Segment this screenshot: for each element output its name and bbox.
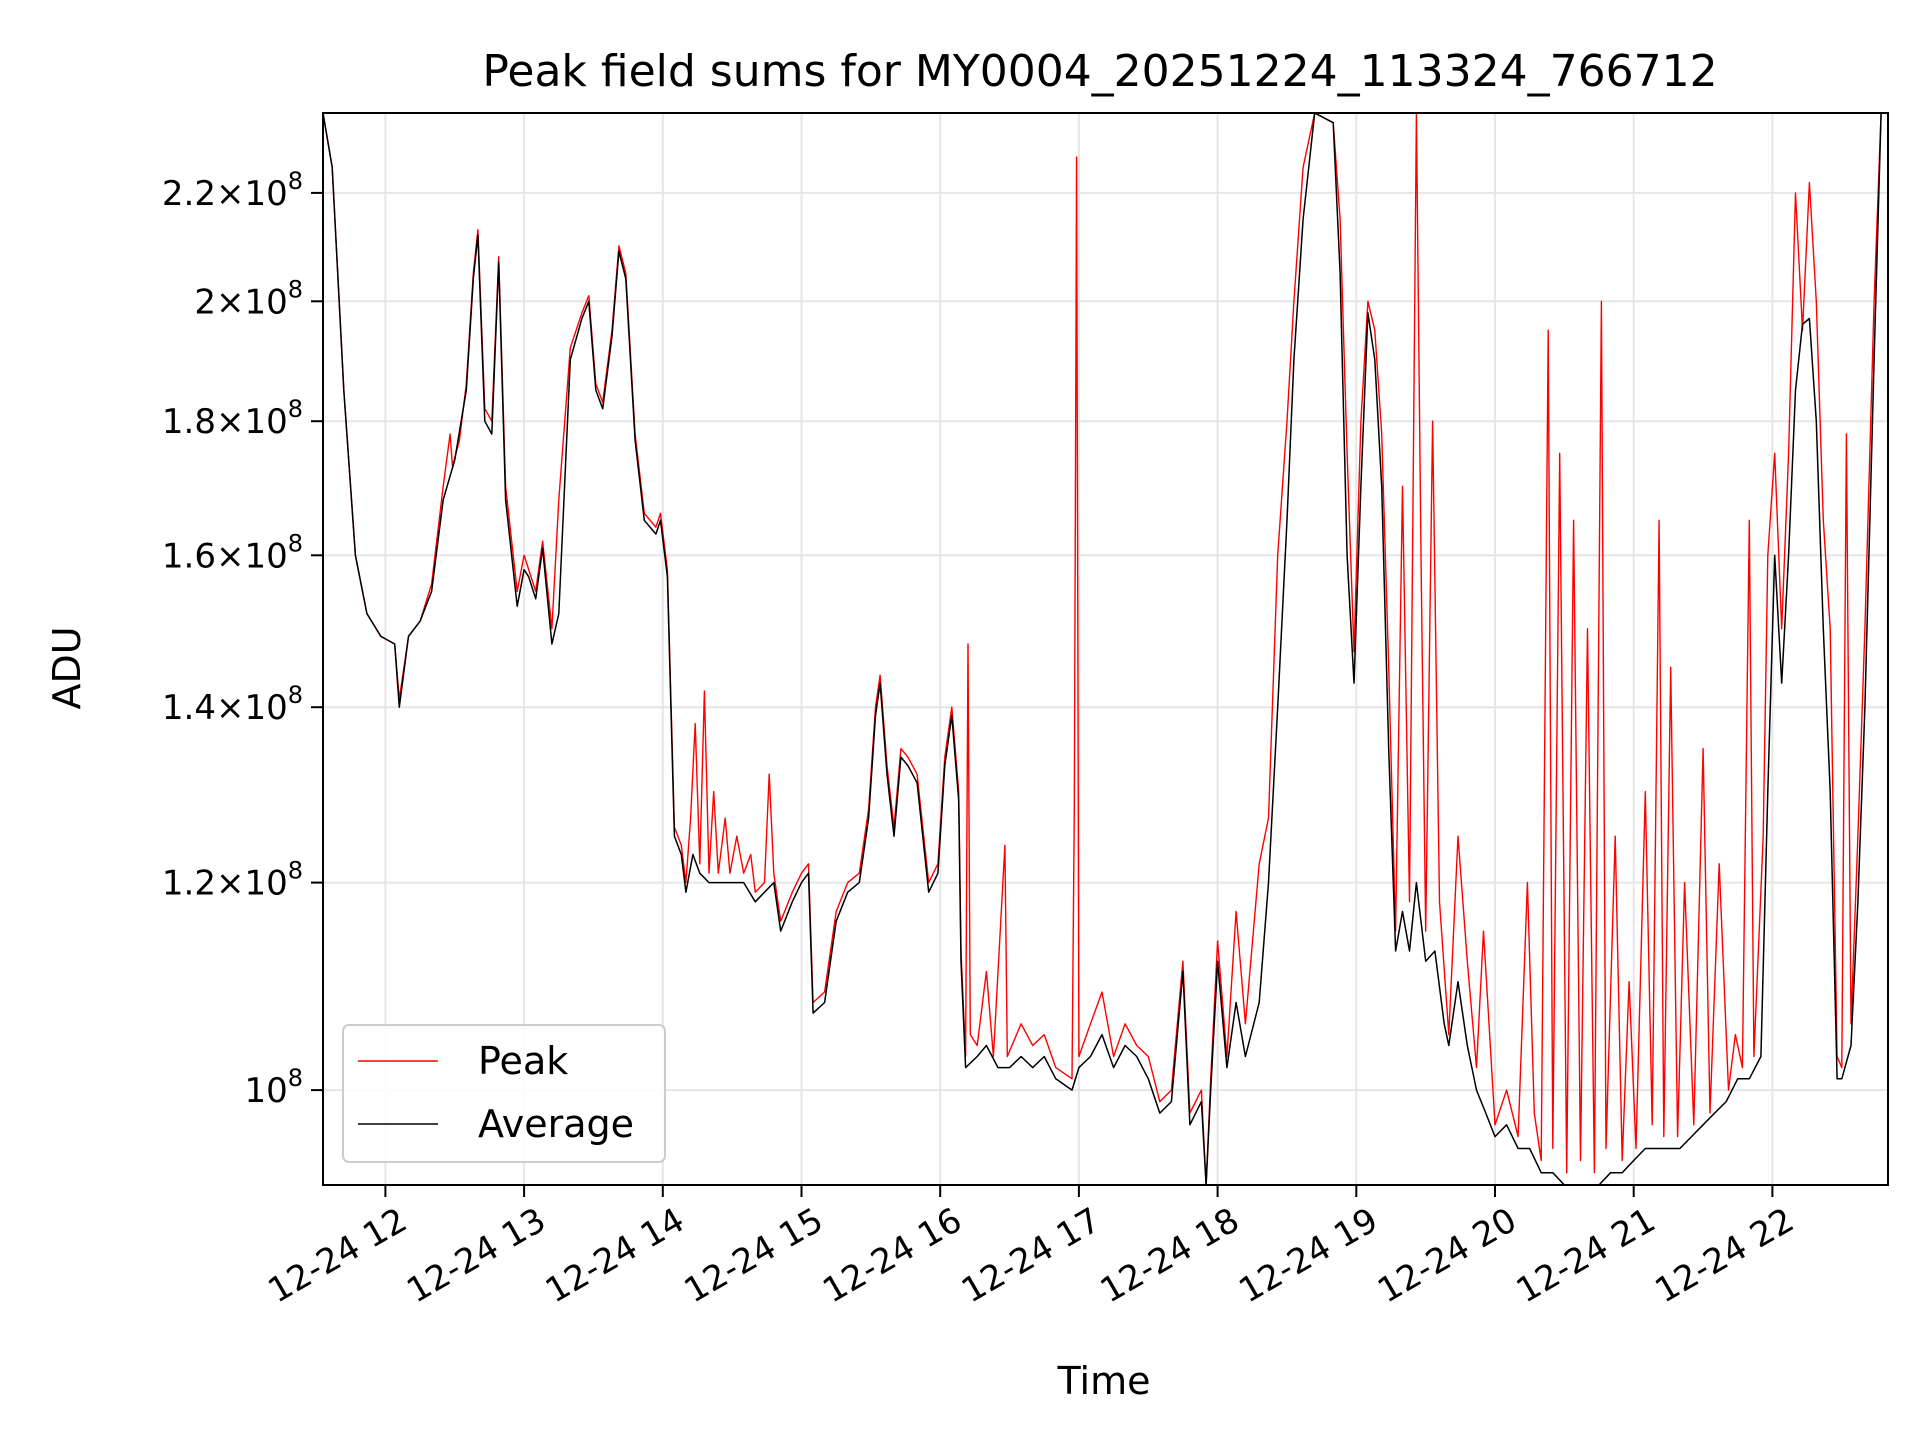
y-tick-times: ×: [216, 174, 245, 214]
y-tick-label: 2.2×108: [162, 167, 303, 214]
y-tick-times: ×: [216, 282, 245, 322]
y-tick-label: 1.4×108: [162, 681, 303, 728]
chart-title: Peak field sums for MY0004_20251224_1133…: [482, 46, 1717, 97]
y-tick-label: 1.8×108: [162, 395, 303, 442]
y-tick-mantissa: 1.8: [162, 402, 216, 442]
y-tick-base: 10: [244, 536, 287, 576]
y-tick-base: 10: [244, 402, 287, 442]
y-tick-times: ×: [216, 536, 245, 576]
series-layer: [323, 113, 1888, 1185]
y-tick-times: ×: [216, 402, 245, 442]
y-tick-label: 1.2×108: [162, 857, 303, 904]
y-axis: 1081.2×1081.4×1081.6×1081.8×1082×1082.2×…: [162, 167, 323, 1111]
y-tick-base: 10: [244, 1071, 287, 1111]
y-tick-base: 10: [244, 282, 287, 322]
y-tick-exponent: 8: [288, 529, 303, 557]
y-tick-exponent: 8: [288, 167, 303, 195]
y-tick-label: 1.6×108: [162, 529, 303, 576]
y-tick-times: ×: [216, 688, 245, 728]
y-tick-exponent: 8: [288, 275, 303, 303]
y-tick-base: 10: [244, 174, 287, 214]
y-tick-exponent: 8: [288, 681, 303, 709]
y-tick-mantissa: 1.6: [162, 536, 216, 576]
y-tick-base: 10: [244, 864, 287, 904]
y-tick-exponent: 8: [288, 857, 303, 885]
plot-frame: [322, 112, 1889, 1186]
y-tick-exponent: 8: [288, 395, 303, 423]
legend-box: [342, 1024, 666, 1163]
y-tick-times: ×: [216, 864, 245, 904]
y-axis-label: ADU: [45, 626, 89, 709]
x-axis-label: Time: [1057, 1359, 1151, 1403]
y-tick-mantissa: 2.2: [162, 174, 216, 214]
y-tick-exponent: 8: [288, 1064, 303, 1092]
y-tick-mantissa: 1.2: [162, 864, 216, 904]
y-tick-label: 2×108: [194, 275, 303, 322]
y-tick-mantissa: 1.4: [162, 688, 216, 728]
y-tick-mantissa: 2: [194, 282, 216, 322]
legend-label-average: Average: [478, 1102, 634, 1146]
legend: Peak Average: [342, 1024, 666, 1163]
y-tick-base: 10: [244, 688, 287, 728]
legend-label-peak: Peak: [478, 1039, 568, 1083]
y-tick-label: 108: [244, 1064, 303, 1111]
series-line-peak: [323, 113, 1888, 1185]
series-line-average: [323, 113, 1888, 1185]
